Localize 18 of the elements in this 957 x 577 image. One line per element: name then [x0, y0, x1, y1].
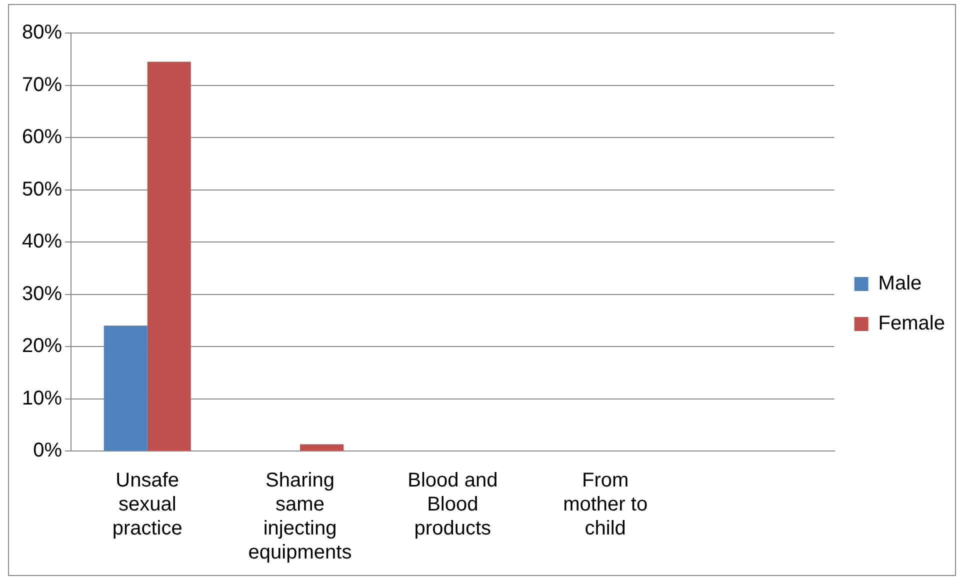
y-tick-label: 30%	[22, 282, 62, 305]
legend-label: Male	[878, 272, 922, 295]
y-tick-label: 40%	[22, 230, 62, 253]
y-tick-label: 50%	[22, 178, 62, 200]
y-tick-label: 0%	[33, 440, 62, 462]
y-tick-label: 70%	[22, 74, 62, 96]
bar	[104, 326, 148, 450]
y-tick-label: 10%	[22, 387, 62, 410]
y-tick-label: 20%	[22, 335, 62, 358]
legend-label: Female	[878, 312, 946, 335]
x-tick-label: Sharing same injecting equipments	[248, 470, 352, 564]
bar	[300, 444, 344, 450]
x-tick-label: Unsafe sexual practice	[112, 470, 182, 540]
x-tick-label: From mother to child	[563, 470, 648, 540]
x-tick-label: Blood and Blood products	[408, 470, 498, 540]
bar	[147, 62, 191, 450]
y-tick-label: 80%	[22, 22, 62, 44]
y-tick-label: 60%	[22, 126, 62, 148]
